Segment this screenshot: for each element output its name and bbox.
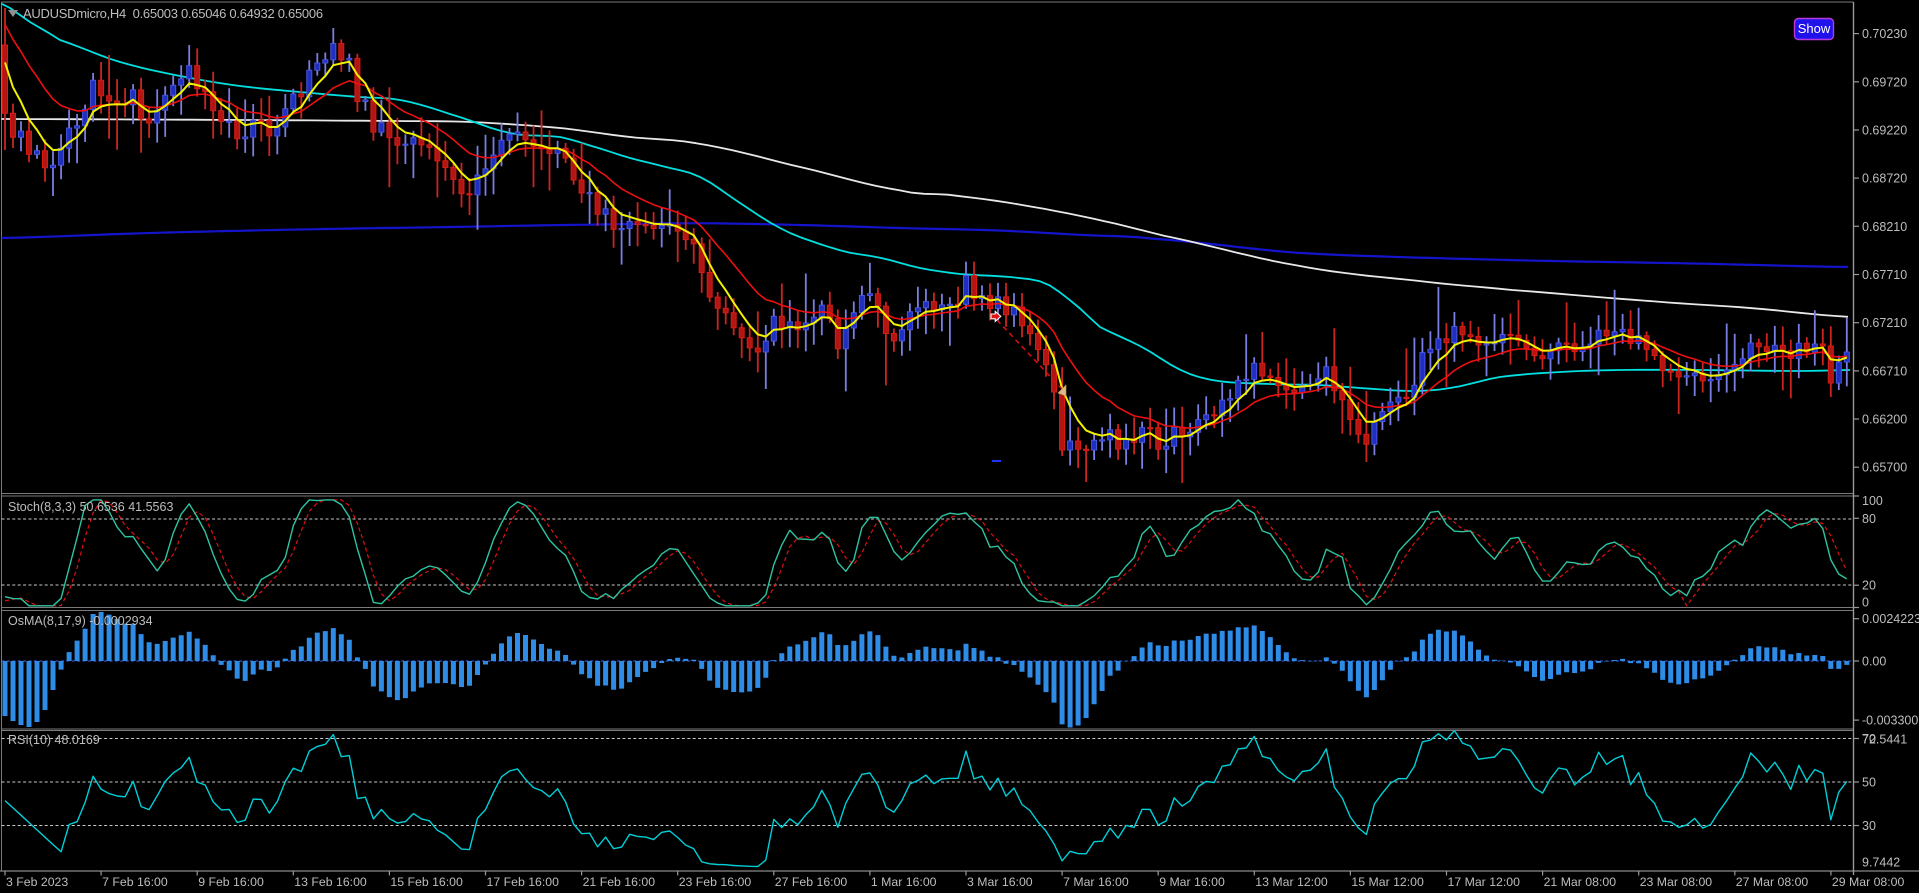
svg-text:0.68210: 0.68210	[1862, 220, 1907, 234]
svg-text:RSI(10) 48.0169: RSI(10) 48.0169	[8, 733, 100, 747]
svg-text:0.00: 0.00	[1862, 655, 1886, 669]
svg-text:13 Feb 16:00: 13 Feb 16:00	[294, 875, 367, 889]
svg-text:0.68720: 0.68720	[1862, 172, 1907, 186]
svg-text:15 Mar 12:00: 15 Mar 12:00	[1351, 875, 1424, 889]
svg-text:15 Feb 16:00: 15 Feb 16:00	[390, 875, 463, 889]
svg-text:70: 70	[1862, 732, 1876, 746]
svg-text:100: 100	[1862, 494, 1883, 508]
svg-text:23 Feb 16:00: 23 Feb 16:00	[679, 875, 752, 889]
svg-text:21 Mar 08:00: 21 Mar 08:00	[1544, 875, 1617, 889]
svg-text:Stoch(8,3,3) 50.6536 41.5563: Stoch(8,3,3) 50.6536 41.5563	[8, 500, 173, 514]
svg-text:0.65700: 0.65700	[1862, 461, 1907, 475]
svg-text:27 Mar 08:00: 27 Mar 08:00	[1736, 875, 1809, 889]
svg-text:3 Feb 2023: 3 Feb 2023	[6, 875, 68, 889]
svg-text:9 Feb 16:00: 9 Feb 16:00	[198, 875, 264, 889]
svg-text:17 Feb 16:00: 17 Feb 16:00	[487, 875, 560, 889]
svg-text:9.7442: 9.7442	[1862, 856, 1900, 870]
svg-text:Show: Show	[1798, 21, 1831, 36]
svg-text:23 Mar 08:00: 23 Mar 08:00	[1640, 875, 1713, 889]
svg-text:3 Mar 16:00: 3 Mar 16:00	[967, 875, 1033, 889]
svg-text:30: 30	[1862, 819, 1876, 833]
svg-text:17 Mar 12:00: 17 Mar 12:00	[1448, 875, 1521, 889]
svg-text:1 Mar 16:00: 1 Mar 16:00	[871, 875, 937, 889]
svg-text:-0.0033007: -0.0033007	[1862, 714, 1919, 728]
svg-text:0.70230: 0.70230	[1862, 27, 1907, 41]
svg-text:72.5441: 72.5441	[1862, 733, 1907, 747]
svg-text:OsMA(8,17,9) -0.0002934: OsMA(8,17,9) -0.0002934	[8, 614, 153, 628]
svg-text:0.0024223: 0.0024223	[1862, 612, 1919, 626]
svg-text:0: 0	[1862, 596, 1869, 610]
svg-text:0.69220: 0.69220	[1862, 123, 1907, 137]
svg-text:0.67210: 0.67210	[1862, 316, 1907, 330]
svg-text:50: 50	[1862, 776, 1876, 790]
svg-text:0.66200: 0.66200	[1862, 413, 1907, 427]
svg-text:80: 80	[1862, 512, 1876, 526]
svg-text:13 Mar 12:00: 13 Mar 12:00	[1255, 875, 1328, 889]
svg-text:9 Mar 16:00: 9 Mar 16:00	[1159, 875, 1225, 889]
svg-text:21 Feb 16:00: 21 Feb 16:00	[583, 875, 656, 889]
svg-text:0.69720: 0.69720	[1862, 75, 1907, 89]
svg-text:AUDUSDmicro,H4 0.65003 0.6504: AUDUSDmicro,H4 0.65003 0.65046 0.64932 0…	[23, 6, 323, 21]
svg-text:7 Feb 16:00: 7 Feb 16:00	[102, 875, 168, 889]
svg-text:27 Feb 16:00: 27 Feb 16:00	[775, 875, 848, 889]
svg-text:20: 20	[1862, 579, 1876, 593]
svg-text:7 Mar 16:00: 7 Mar 16:00	[1063, 875, 1129, 889]
svg-text:29 Mar 08:00: 29 Mar 08:00	[1832, 875, 1905, 889]
svg-text:0.66710: 0.66710	[1862, 364, 1907, 378]
svg-text:0.67710: 0.67710	[1862, 268, 1907, 282]
